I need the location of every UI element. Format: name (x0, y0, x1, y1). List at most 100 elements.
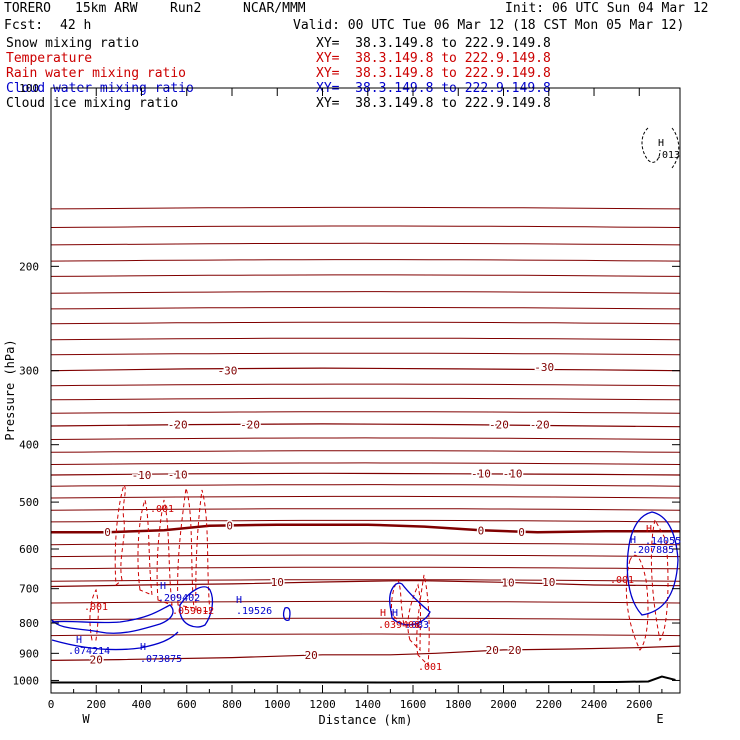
rain-water-label: .039408 (378, 620, 420, 631)
isotherm-label: 20 (305, 649, 318, 662)
maximum-marker: H (380, 608, 386, 619)
x-tick-label: 400 (132, 698, 152, 711)
field-xy-cloud-ice: XY= 38.3.149.8 to 222.9.149.8 (316, 96, 551, 111)
x-tick-label: 800 (222, 698, 242, 711)
isotherm-label: -30 (218, 365, 238, 378)
isotherm (50, 411, 681, 414)
rain-water-label: .001 (610, 575, 634, 586)
y-tick-label: 900 (19, 647, 39, 660)
isotherm (50, 206, 681, 210)
isotherm-label: -20 (530, 419, 550, 432)
isotherm (50, 508, 681, 511)
valid-time: Valid: 00 UTC Tue 06 Mar 12 (18 CST Mon … (293, 18, 685, 33)
isotherm-label: 20 (508, 644, 521, 657)
isotherm-label: 20 (486, 644, 499, 657)
isotherm (50, 542, 681, 546)
rain-water-contour (416, 574, 430, 667)
maximum-marker: H (646, 524, 652, 535)
isotherm (50, 579, 681, 582)
field-name-snow: Snow mixing ratio (6, 36, 140, 51)
isotherm (50, 600, 681, 604)
x-tick-label: 0 (48, 698, 55, 711)
cloud-ice-contour (671, 127, 680, 169)
isotherm (50, 554, 681, 558)
isotherm-label: -10 (471, 467, 491, 480)
cloud-water-contour (282, 606, 291, 621)
isotherm (50, 566, 681, 570)
isotherm-label: -10 (503, 467, 523, 480)
isotherm (50, 397, 681, 401)
rain-water-contour (650, 518, 669, 642)
maximum-marker: H (76, 635, 82, 646)
x-tick-label: 600 (177, 698, 197, 711)
rain-water-contour (195, 489, 211, 613)
maximum-marker: H (160, 581, 166, 592)
x-tick-label: 2200 (536, 698, 563, 711)
isotherm (50, 225, 681, 228)
rain-water-contour (89, 588, 99, 641)
rain-water-label: .001 (418, 662, 442, 673)
isotherm (50, 242, 681, 246)
y-tick-label: 200 (19, 260, 39, 273)
field-xy-snow: XY= 38.3.149.8 to 222.9.149.8 (316, 36, 551, 51)
model-name: TORERO (4, 1, 51, 16)
isotherm--20 (50, 423, 681, 428)
rain-water-contour (177, 487, 195, 609)
isotherm (50, 337, 681, 341)
isotherm (50, 462, 681, 465)
forecast-hour: 42 h (60, 18, 92, 33)
isotherm-label: 10 (542, 576, 555, 589)
east-label: E (656, 712, 663, 726)
maximum-marker: H (658, 138, 664, 149)
isotherm (50, 617, 681, 621)
x-tick-label: 1000 (264, 698, 291, 711)
x-axis-title: Distance (km) (319, 713, 413, 727)
model-center: NCAR/MMM (243, 1, 306, 16)
isotherm-label: 10 (271, 576, 284, 589)
maximum-marker: H (236, 595, 242, 606)
isotherm (50, 259, 681, 262)
isotherm-label: 0 (104, 526, 111, 539)
cloud-ice-label: .013 (656, 150, 680, 161)
isotherm-label: 0 (518, 526, 525, 539)
cloud-water-label: .209402 (158, 593, 200, 604)
isotherm-label: -20 (489, 419, 509, 432)
y-tick-label: 600 (19, 543, 39, 556)
y-tick-label: 800 (19, 617, 39, 630)
isotherm (50, 519, 681, 523)
isotherm (50, 321, 681, 325)
cloud-water-label: .074214 (68, 646, 110, 657)
maximum-marker: H (630, 535, 636, 546)
x-tick-label: 200 (86, 698, 106, 711)
cloud-water-label: .073875 (140, 654, 182, 665)
isotherm-20 (50, 645, 681, 661)
cloud-water-contour (179, 586, 214, 628)
rain-water-label: .001 (150, 504, 174, 515)
rain-water-label: .059012 (172, 606, 214, 617)
isotherm (50, 274, 681, 277)
isotherm-label: 0 (478, 524, 485, 537)
cloud-water-label: .14055 (645, 536, 681, 547)
x-tick-label: 2400 (581, 698, 608, 711)
isotherm (50, 437, 681, 440)
y-tick-label: 1000 (13, 674, 40, 687)
x-tick-label: 1400 (355, 698, 382, 711)
cloud-water-contour (51, 631, 179, 651)
terrain-line (51, 675, 676, 684)
field-name-cloud-ice: Cloud ice mixing ratio (6, 96, 179, 111)
y-tick-label: 500 (19, 496, 39, 509)
contour-annotations: -30 -30 -20 -20 -20 -20 -10 -10 -10 -10 0 0 0 0 10 10 10… (68, 138, 681, 673)
temperature-contours (50, 206, 681, 684)
west-label: W (82, 712, 90, 726)
isotherm-label: -20 (240, 419, 260, 432)
isotherm-label: -10 (168, 468, 188, 481)
cloud-water-contour (389, 582, 431, 626)
rain-water-contour (114, 483, 126, 587)
isotherm (50, 450, 681, 453)
x-tick-label: 1600 (400, 698, 427, 711)
init-time: Init: 06 UTC Sun 04 Mar 12 (505, 1, 709, 16)
x-tick-label: 2000 (490, 698, 517, 711)
cloud-water-label: .19526 (236, 606, 272, 617)
field-xy-rain: XY= 38.3.149.8 to 222.9.149.8 (316, 66, 551, 81)
